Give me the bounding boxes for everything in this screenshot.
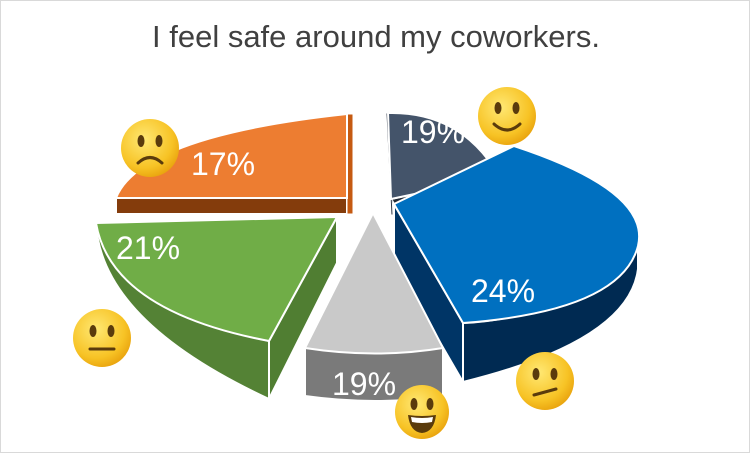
slice-label-1: 24%: [471, 273, 535, 309]
frowning-face-icon: [121, 119, 179, 177]
neutral-face-icon: [73, 309, 131, 367]
slice-label-0: 19%: [401, 114, 465, 150]
slice-label-3: 21%: [116, 230, 180, 266]
slice-label-4: 17%: [191, 146, 255, 182]
slice-label-2: 19%: [332, 366, 396, 402]
pie-slice-4: [114, 112, 354, 215]
pie-slice-3: [94, 215, 339, 401]
slightly-smiling-face-icon: [478, 87, 536, 145]
grinning-face-icon: [395, 385, 449, 439]
pie-slice-1: [392, 144, 641, 386]
confused-face-icon: [516, 352, 574, 410]
chart-title: I feel safe around my coworkers.: [152, 19, 600, 54]
